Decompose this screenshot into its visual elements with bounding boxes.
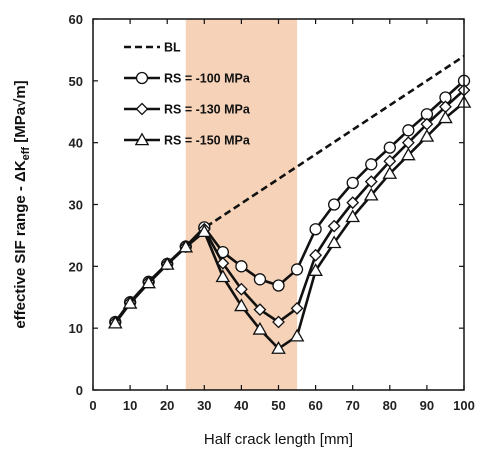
data-point-triangle <box>107 315 123 329</box>
data-point-triangle <box>215 269 231 283</box>
y-tick-label: 30 <box>69 198 83 213</box>
data-point-triangle <box>308 263 323 276</box>
data-point-circle <box>235 260 248 273</box>
x-tick-label: 60 <box>308 398 322 413</box>
data-point-diamond <box>290 301 304 315</box>
x-tick-label: 30 <box>197 398 211 413</box>
data-point-triangle <box>419 128 435 142</box>
legend-label: RS = -100 MPa <box>164 72 251 86</box>
data-point-diamond <box>272 315 285 329</box>
data-point-triangle <box>345 209 361 223</box>
data-point-circle <box>383 141 396 154</box>
data-point-circle <box>365 158 378 171</box>
data-point-diamond <box>309 248 323 262</box>
legend-label: RS = -150 MPa <box>164 134 251 148</box>
legend-label: BL <box>164 41 181 55</box>
data-point-circle <box>402 124 415 137</box>
data-point-diamond <box>327 219 341 233</box>
x-axis-title: Half crack length [mm] <box>204 431 353 448</box>
data-point-triangle <box>401 147 416 161</box>
y-tick-label: 50 <box>69 74 83 89</box>
axis-ticks: 0 10 20 30 40 50 60 70 80 90 100 0 10 20 30 40 50 60 <box>69 12 475 413</box>
data-point-triangle <box>271 341 286 354</box>
data-point-triangle <box>326 235 342 249</box>
y-tick-label: 20 <box>69 259 83 274</box>
data-point-triangle <box>159 256 175 270</box>
legend-swatch-marker <box>135 102 149 116</box>
y-tick-label: 60 <box>69 12 83 27</box>
y-axis-title: effective SIF range - ΔKeff [MPa√m] <box>12 80 32 328</box>
x-tick-label: 90 <box>420 398 434 413</box>
x-tick-label: 70 <box>345 398 359 413</box>
legend-swatch-marker <box>134 132 150 146</box>
data-point-triangle <box>382 166 398 179</box>
data-point-triangle <box>289 328 305 342</box>
data-point-circle <box>253 273 267 286</box>
data-point-triangle <box>363 187 379 201</box>
x-tick-label: 20 <box>160 398 174 413</box>
data-point-triangle <box>438 110 453 124</box>
data-point-diamond <box>364 175 378 189</box>
data-point-triangle <box>178 239 194 253</box>
x-tick-label: 40 <box>234 398 248 413</box>
y-tick-label: 40 <box>69 136 83 151</box>
legend-label: RS = -130 MPa <box>164 103 251 117</box>
series-layer <box>107 55 472 354</box>
data-point-circle <box>272 279 285 292</box>
data-point-triangle <box>122 295 138 309</box>
legend: BL RS = -100 MPa RS = -130 MPa RS = -150 MP… <box>124 41 251 148</box>
x-tick-label: 80 <box>383 398 397 413</box>
data-point-triangle <box>252 321 268 335</box>
data-point-triangle <box>141 275 156 289</box>
x-tick-label: 50 <box>271 398 285 413</box>
data-point-triangle <box>196 224 212 238</box>
data-point-triangle <box>234 298 249 312</box>
data-point-circle <box>346 176 359 190</box>
legend-swatch-marker <box>135 71 149 85</box>
data-point-diamond <box>234 282 248 296</box>
data-point-circle <box>309 223 322 236</box>
y-axis-title-subscript: eff <box>20 147 32 161</box>
x-tick-label: 100 <box>453 398 475 413</box>
x-tick-label: 10 <box>123 398 137 413</box>
data-point-diamond <box>346 196 360 210</box>
data-point-diamond <box>253 303 267 317</box>
data-point-circle <box>290 263 304 276</box>
data-point-circle <box>327 198 341 211</box>
y-axis-title-prefix: effective SIF range - ΔK <box>12 160 29 328</box>
series-3 <box>107 94 472 354</box>
y-axis-title-suffix: [MPa√m] <box>12 80 29 147</box>
data-point-diamond <box>216 256 230 270</box>
y-tick-label: 10 <box>69 321 83 336</box>
y-tick-label: 0 <box>76 383 83 398</box>
plot-frame <box>92 18 465 391</box>
x-tick-label: 0 <box>89 398 96 413</box>
